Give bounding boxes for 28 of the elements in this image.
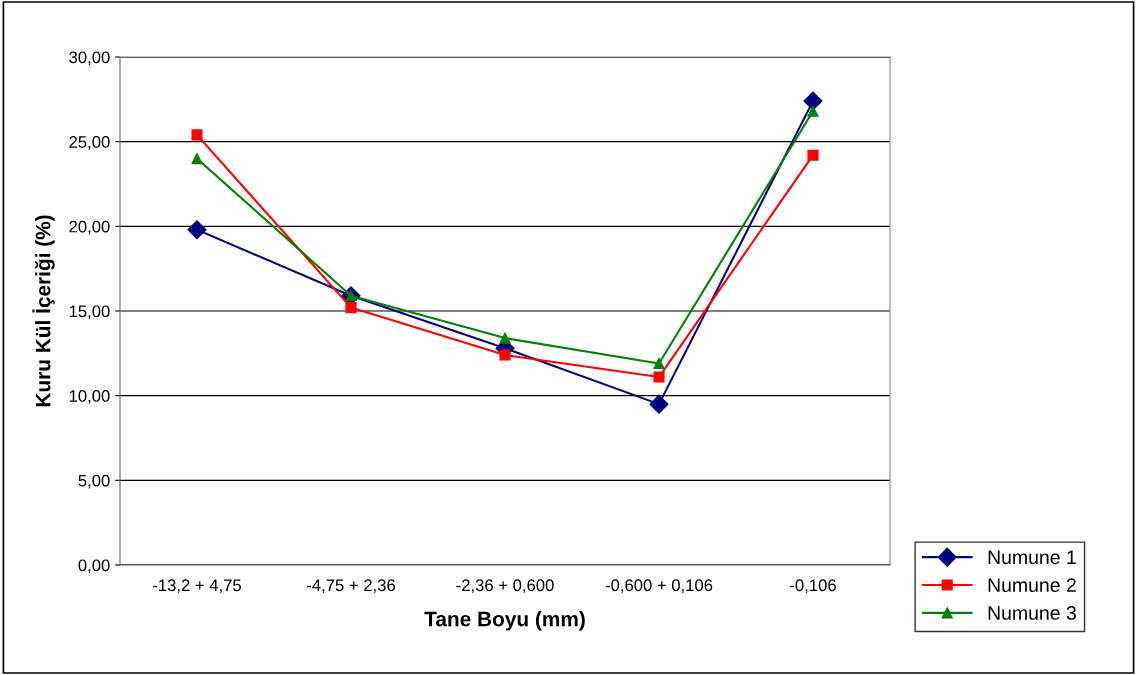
point [499,349,511,361]
y-tick-label: 30,00 [69,51,110,66]
point [345,302,357,314]
x-axis-title: Tane Boyu (mm) [424,611,585,631]
x-tick-label: -2,36 + 0,600 [456,579,554,594]
x-tick-label: -0,600 + 0,106 [605,579,713,594]
y-tick-label: 10,00 [69,390,110,404]
point [191,129,203,141]
legend-label: Numune 1 [988,550,1076,565]
legend-label: Numune 2 [988,578,1076,593]
point [653,357,665,370]
legend-label: Numune 3 [988,606,1076,620]
point [191,153,203,165]
y-tick-label: 0,00 [78,559,110,574]
y-tick-label: 5,00 [78,474,110,489]
y-tick-label: 15,00 [69,305,110,320]
point [653,371,665,383]
point [187,220,207,240]
point [499,332,511,344]
y-tick-label: 20,00 [69,220,110,235]
x-tick-label: -4,75 + 2,36 [307,579,395,594]
point [807,105,819,117]
x-tick-label: -0,106 [790,579,836,594]
y-tick-label: 25,00 [69,136,110,150]
point [649,394,669,414]
point [807,149,819,161]
x-tick-label: -13,2 + 4,75 [153,579,242,594]
y-axis-title: Kuru Kül İçeriği (%) [32,215,55,407]
